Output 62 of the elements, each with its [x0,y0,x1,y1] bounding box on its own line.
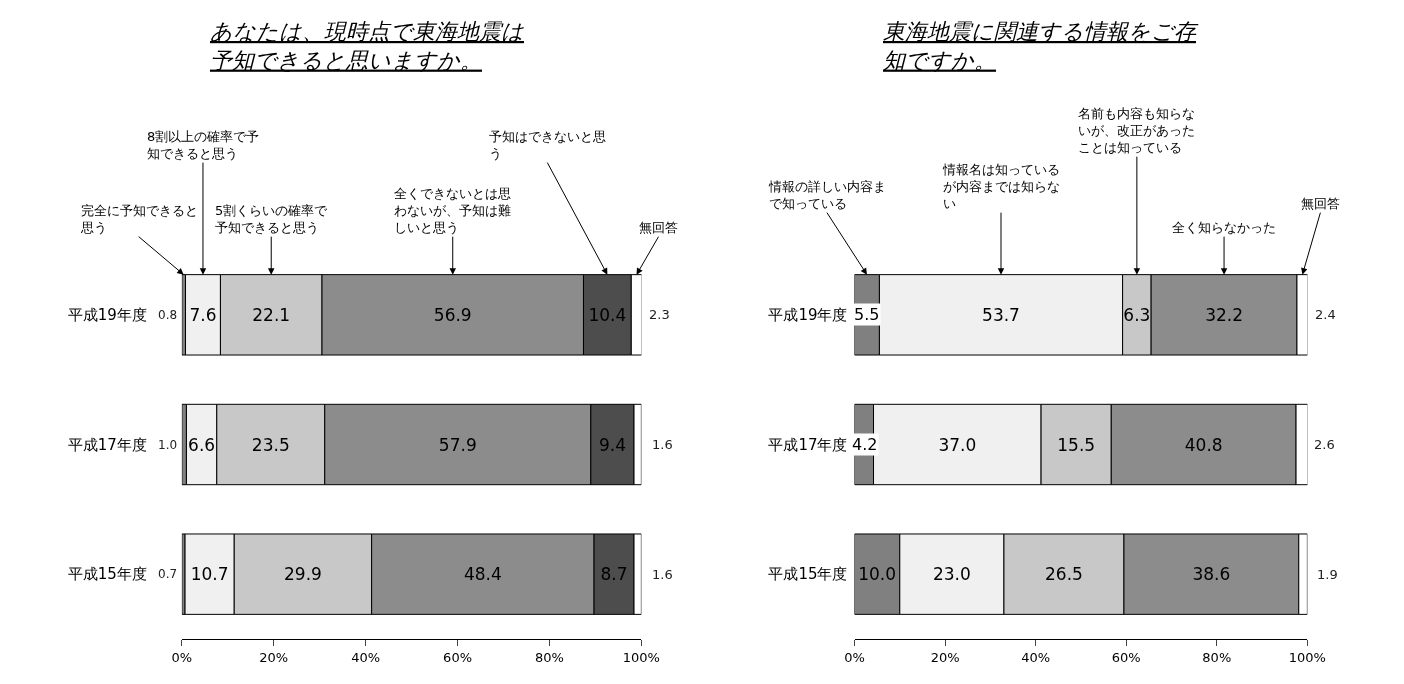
y-tick-label: 平成19年度 [67,306,147,325]
x-tick-label: 80% [1202,649,1232,665]
data-label: 29.9 [284,564,322,585]
x-tick-label: 40% [1021,649,1051,665]
data-label: 0.7 [158,567,178,581]
y-tick-label: 平成17年度 [768,435,848,454]
data-label: 1.6 [652,437,673,452]
x-tick-label: 0% [171,649,193,665]
x-tick-label: 0% [844,649,865,665]
data-label: 1.6 [652,567,673,582]
text: 全く知らなかった [1172,220,1276,235]
text: 情報名は知っているが内容までは知らない [942,162,1060,211]
text: 無回答 [1301,196,1340,211]
data-label: 10.7 [190,564,229,585]
data-label: 2.6 [1314,437,1335,452]
x-tick-label: 40% [351,649,381,665]
data-label: 57.9 [438,434,477,455]
text: 5割くらいの確率で予知できると思う [215,203,329,235]
data-label: 5.5 [854,305,880,324]
data-label: 10.4 [588,304,627,325]
x-tick-label: 100% [622,649,660,665]
data-label: 26.5 [1045,564,1083,585]
text: 情報の詳しい内容まで知っている [768,179,886,211]
data-label: 23.0 [932,564,971,585]
y-tick-label: 平成19年度 [768,306,848,325]
data-label: 8.7 [600,564,628,585]
x-tick-label: 20% [930,649,960,665]
text: 完全に予知できると思う [80,203,198,235]
text: 名前も内容も知らないが、改正があったことは知っている [1078,106,1195,155]
data-label: 40.8 [1184,434,1223,455]
data-label: 48.4 [463,564,502,585]
data-label: 23.5 [251,434,290,455]
x-tick-label: 80% [535,649,564,665]
data-label: 4.2 [852,435,878,454]
x-tick-label: 20% [259,649,289,665]
data-label: 1.0 [158,438,178,452]
data-label: 10.0 [858,564,897,585]
y-tick-label: 平成17年度 [67,435,147,454]
data-label: 22.1 [252,304,291,325]
data-label: 15.5 [1057,434,1096,455]
data-label: 2.4 [1315,307,1336,322]
x-tick-label: 60% [443,649,473,665]
text: 8割以上の確率で予知できると思う [147,129,260,161]
data-label: 0.8 [158,308,178,322]
text: 予知はできないと思う [489,129,606,161]
x-tick-label: 60% [1111,649,1141,665]
data-label: 2.3 [649,307,670,322]
data-label: 6.6 [188,434,216,455]
text: 無回答 [639,220,678,235]
data-label: 38.6 [1192,564,1231,585]
data-label: 9.4 [598,434,626,455]
x-tick-label: 100% [1288,649,1326,665]
y-tick-label: 平成15年度 [768,565,848,584]
text: 全くできないとは思わないが、予知は難しいと思う [394,186,511,235]
data-label: 6.3 [1123,304,1151,325]
data-label: 56.9 [433,304,472,325]
data-label: 7.6 [189,304,217,325]
data-label: 37.0 [938,434,977,455]
data-label: 1.9 [1317,567,1338,582]
data-label: 32.2 [1205,304,1243,325]
data-label: 53.7 [982,304,1020,325]
y-tick-label: 平成15年度 [67,565,147,584]
